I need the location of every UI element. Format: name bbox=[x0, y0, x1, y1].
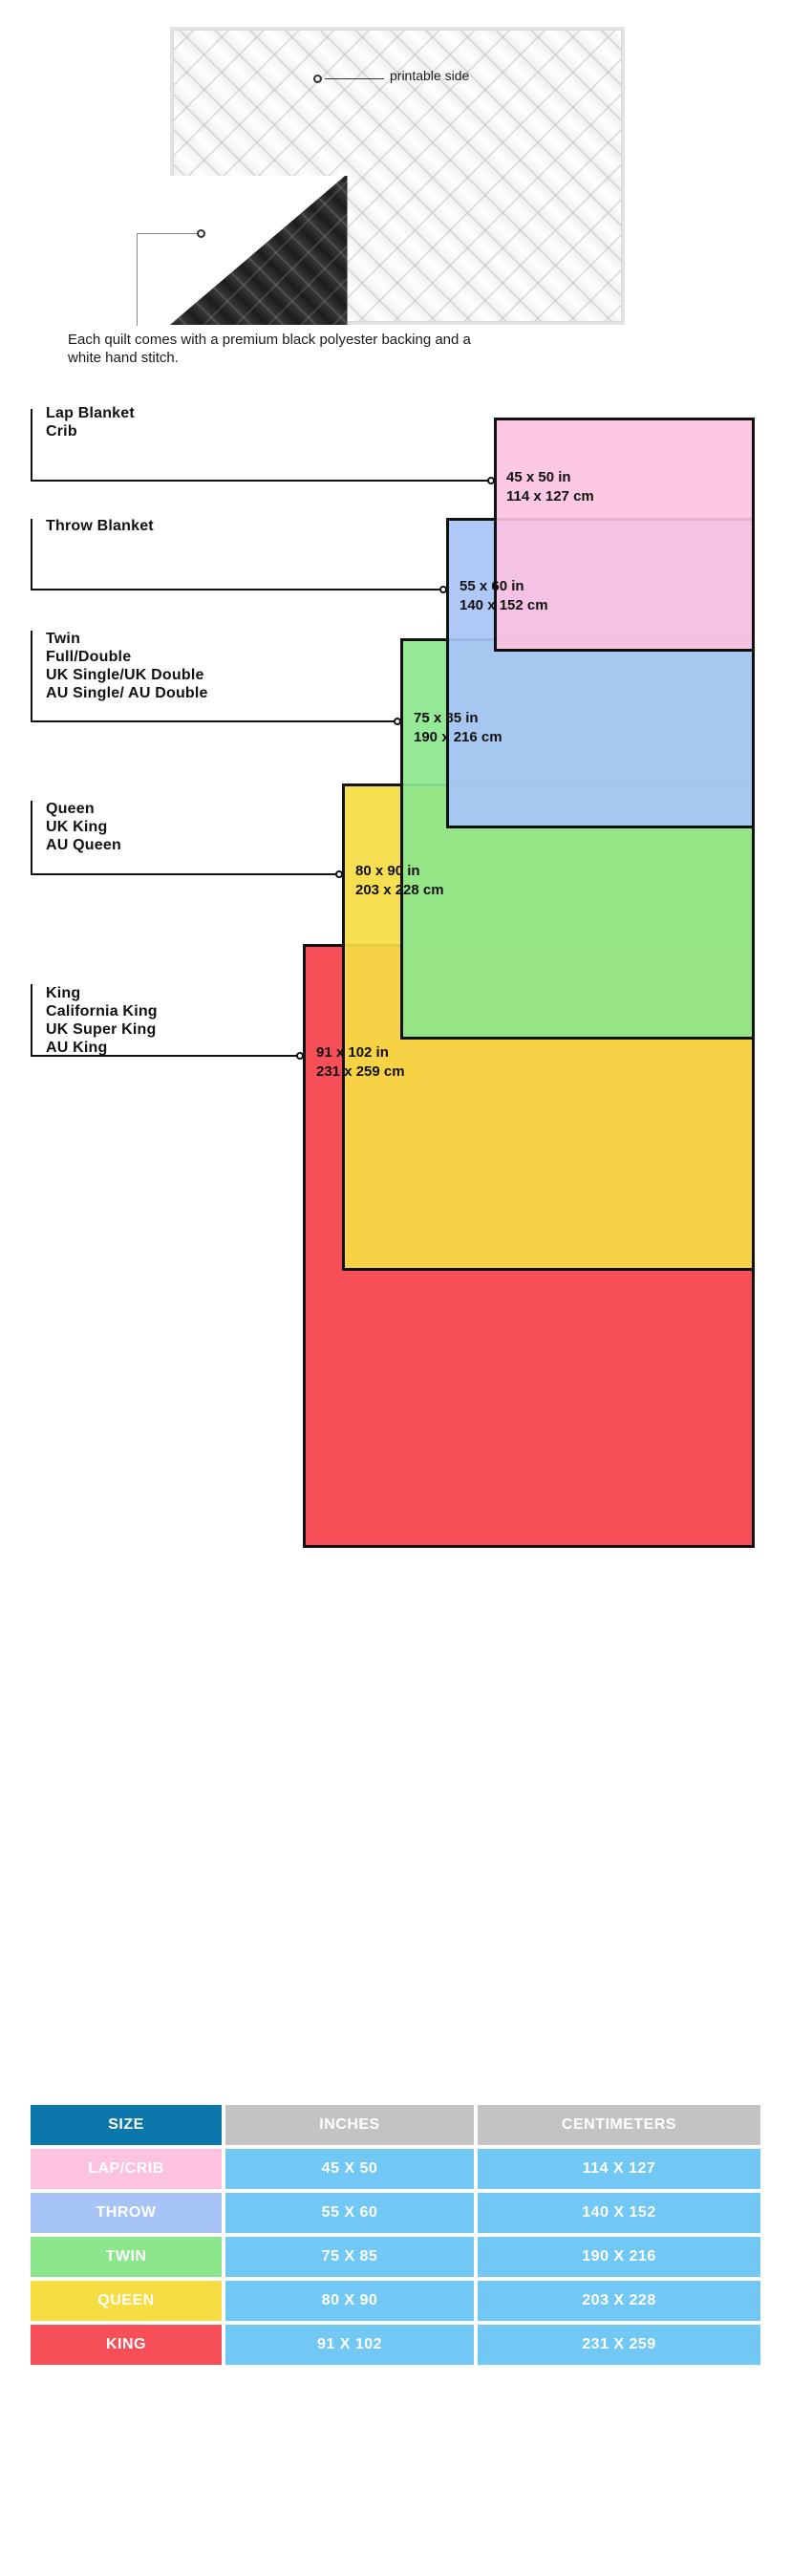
leader-line-horizontal-throw bbox=[31, 589, 443, 590]
leader-line-horizontal-lap-crib bbox=[31, 480, 491, 482]
quilt-illustration bbox=[170, 27, 625, 325]
callout-dot-icon bbox=[197, 229, 205, 238]
size-label-twin: Twin Full/Double UK Single/UK Double AU … bbox=[46, 631, 208, 701]
table-cell-cm-lap-crib: 114 X 127 bbox=[478, 2149, 760, 2189]
leader-dot-icon-twin bbox=[394, 718, 401, 725]
table-cell-cm-throw: 140 X 152 bbox=[478, 2193, 760, 2233]
table-cell-size-twin: TWIN bbox=[31, 2237, 222, 2277]
leader-dot-icon-queen bbox=[335, 870, 343, 878]
table-header-centimeters: CENTIMETERS bbox=[478, 2105, 760, 2145]
leader-line-horizontal-twin bbox=[31, 720, 397, 722]
table-cell-size-lap-crib: LAP/CRIB bbox=[31, 2149, 222, 2189]
leader-line-horizontal-king bbox=[31, 1055, 300, 1057]
table-cell-inches-lap-crib: 45 X 50 bbox=[225, 2149, 474, 2189]
size-dimensions-twin: 75 x 85 in 190 x 216 cm bbox=[414, 710, 502, 745]
backing-leader-line-horizontal bbox=[137, 233, 198, 234]
table-cell-size-queen: QUEEN bbox=[31, 2281, 222, 2321]
leader-line-horizontal-queen bbox=[31, 873, 339, 875]
table-row: TWIN 75 X 85 190 X 216 bbox=[31, 2237, 760, 2277]
table-row: QUEEN 80 X 90 203 X 228 bbox=[31, 2281, 760, 2321]
size-label-throw: Throw Blanket bbox=[46, 518, 154, 534]
backing-leader-line-vertical bbox=[137, 233, 138, 326]
leader-dot-icon-throw bbox=[439, 586, 447, 593]
leader-dot-icon-lap-crib bbox=[487, 477, 495, 484]
table-header-size: SIZE bbox=[31, 2105, 222, 2145]
size-table: SIZE INCHES CENTIMETERS LAP/CRIB 45 X 50… bbox=[31, 2105, 760, 2369]
quilt-photo-section: printable side Each quilt comes with a p… bbox=[0, 0, 791, 382]
leader-line-vertical-twin bbox=[31, 631, 32, 722]
size-dimensions-king: 91 x 102 in 231 x 259 cm bbox=[316, 1044, 405, 1080]
quilt-black-backing bbox=[170, 172, 350, 325]
table-row: KING 91 X 102 231 X 259 bbox=[31, 2325, 760, 2365]
table-cell-size-king: KING bbox=[31, 2325, 222, 2365]
size-dimensions-queen: 80 x 90 in 203 x 228 cm bbox=[355, 863, 444, 898]
size-dimensions-lap-crib: 45 x 50 in 114 x 127 cm bbox=[506, 469, 594, 504]
table-row: THROW 55 X 60 140 X 152 bbox=[31, 2193, 760, 2233]
table-row: LAP/CRIB 45 X 50 114 X 127 bbox=[31, 2149, 760, 2189]
table-cell-inches-twin: 75 X 85 bbox=[225, 2237, 474, 2277]
size-comparison-diagram: Lap Blanket Crib 45 x 50 in 114 x 127 cm… bbox=[0, 392, 791, 2045]
size-label-lap-crib: Lap Blanket Crib bbox=[46, 405, 135, 440]
table-cell-cm-twin: 190 X 216 bbox=[478, 2237, 760, 2277]
table-cell-inches-queen: 80 X 90 bbox=[225, 2281, 474, 2321]
size-label-queen: Queen UK King AU Queen bbox=[46, 801, 121, 853]
size-dimensions-throw: 55 x 60 in 140 x 152 cm bbox=[460, 578, 548, 613]
table-cell-cm-king: 231 X 259 bbox=[478, 2325, 760, 2365]
table-header-row: SIZE INCHES CENTIMETERS bbox=[31, 2105, 760, 2145]
size-rect-lap-crib bbox=[494, 418, 755, 652]
table-cell-cm-queen: 203 X 228 bbox=[478, 2281, 760, 2321]
leader-line-vertical-king bbox=[31, 984, 32, 1057]
quilt-caption-text: Each quilt comes with a premium black po… bbox=[68, 332, 471, 366]
size-label-king: King California King UK Super King AU Ki… bbox=[46, 985, 158, 1056]
table-cell-size-throw: THROW bbox=[31, 2193, 222, 2233]
printable-side-label: printable side bbox=[390, 68, 470, 83]
callout-dot-icon bbox=[313, 75, 322, 83]
leader-line-vertical-throw bbox=[31, 519, 32, 590]
printable-leader-line bbox=[325, 78, 384, 79]
leader-line-vertical-lap-crib bbox=[31, 409, 32, 482]
table-cell-inches-king: 91 X 102 bbox=[225, 2325, 474, 2365]
table-cell-inches-throw: 55 X 60 bbox=[225, 2193, 474, 2233]
table-header-inches: INCHES bbox=[225, 2105, 474, 2145]
leader-line-vertical-queen bbox=[31, 801, 32, 875]
leader-dot-icon-king bbox=[296, 1052, 304, 1060]
